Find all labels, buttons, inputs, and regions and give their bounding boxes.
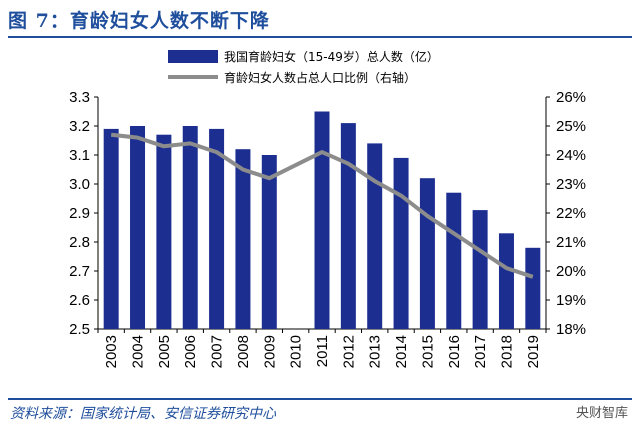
left-tick-label: 3.0 xyxy=(69,176,90,193)
legend-swatch-bar xyxy=(168,50,218,63)
left-axis-ticks: 2.5 2.6 2.7 2.8 2.9 3.0 3.1 3.2 3.3 xyxy=(69,89,98,338)
footer-divider xyxy=(8,398,632,400)
x-tick-label: 2016 xyxy=(446,335,463,368)
bar xyxy=(419,178,435,329)
x-tick-label: 2012 xyxy=(340,335,357,368)
bar xyxy=(103,128,119,329)
bar xyxy=(472,210,488,329)
bar xyxy=(130,126,146,329)
right-tick-label: 26% xyxy=(556,89,586,106)
right-tick-label: 18% xyxy=(556,321,586,338)
bar xyxy=(393,157,409,329)
left-tick-label: 2.7 xyxy=(69,263,90,280)
left-tick-label: 2.5 xyxy=(69,321,90,338)
figure-title: 图 7：育龄妇女人数不断下降 xyxy=(8,10,270,32)
x-tick-label: 2006 xyxy=(182,335,199,368)
x-tick-label: 2017 xyxy=(472,335,489,368)
bars xyxy=(103,111,541,329)
left-tick-label: 3.2 xyxy=(69,118,90,135)
x-tick-label: 2009 xyxy=(261,335,278,368)
right-tick-label: 22% xyxy=(556,205,586,222)
x-tick-label: 2004 xyxy=(130,335,147,368)
right-tick-label: 25% xyxy=(556,118,586,135)
x-tick-label: 2019 xyxy=(525,335,542,368)
bar xyxy=(182,126,198,329)
bar xyxy=(261,155,277,329)
right-tick-label: 21% xyxy=(556,234,586,251)
bar xyxy=(340,123,356,329)
x-tick-label: 2015 xyxy=(419,335,436,368)
bar xyxy=(446,192,462,329)
line-series xyxy=(110,132,534,279)
bar xyxy=(156,134,172,329)
bar xyxy=(525,247,541,329)
legend: 我国育龄妇女（15-49岁）总人数（亿） 育龄妇女人数占总人口比例（右轴） xyxy=(168,49,439,85)
left-tick-label: 2.8 xyxy=(69,234,90,251)
right-tick-label: 23% xyxy=(556,176,586,193)
x-axis-ticks: 2003 2004 2005 2006 2007 2008 2009 2010 2011 2012… xyxy=(97,329,547,368)
title-divider xyxy=(8,36,632,38)
bar xyxy=(209,128,225,329)
bar xyxy=(235,149,251,329)
right-axis-ticks: 18% 19% 20% 21% 22% 23% 24% 25% 26% xyxy=(546,89,586,338)
legend-label-line: 育龄妇女人数占总人口比例（右轴） xyxy=(224,70,416,85)
left-tick-label: 3.3 xyxy=(69,89,90,106)
bar xyxy=(367,143,383,329)
series-line xyxy=(110,132,534,279)
x-tick-label: 2008 xyxy=(235,335,252,368)
x-tick-label: 2003 xyxy=(103,335,120,368)
bar xyxy=(314,111,330,329)
x-tick-label: 2011 xyxy=(314,335,331,367)
bar xyxy=(498,233,514,329)
right-tick-label: 19% xyxy=(556,292,586,309)
x-tick-label: 2013 xyxy=(367,335,384,368)
left-tick-label: 2.9 xyxy=(69,205,90,222)
x-tick-label: 2014 xyxy=(393,335,410,368)
x-tick-label: 2005 xyxy=(156,335,173,368)
x-tick-label: 2007 xyxy=(209,335,226,368)
left-tick-label: 3.1 xyxy=(69,147,90,164)
source-note: 资料来源：国家统计局、安信证券研究中心 xyxy=(10,406,276,422)
right-tick-label: 20% xyxy=(556,263,586,280)
left-tick-label: 2.6 xyxy=(69,292,90,309)
right-tick-label: 24% xyxy=(556,147,586,164)
legend-label-bar: 我国育龄妇女（15-49岁）总人数（亿） xyxy=(224,49,439,64)
x-tick-label: 2010 xyxy=(288,335,305,368)
x-tick-label: 2018 xyxy=(498,335,515,368)
watermark: 央财智库 xyxy=(575,406,628,421)
